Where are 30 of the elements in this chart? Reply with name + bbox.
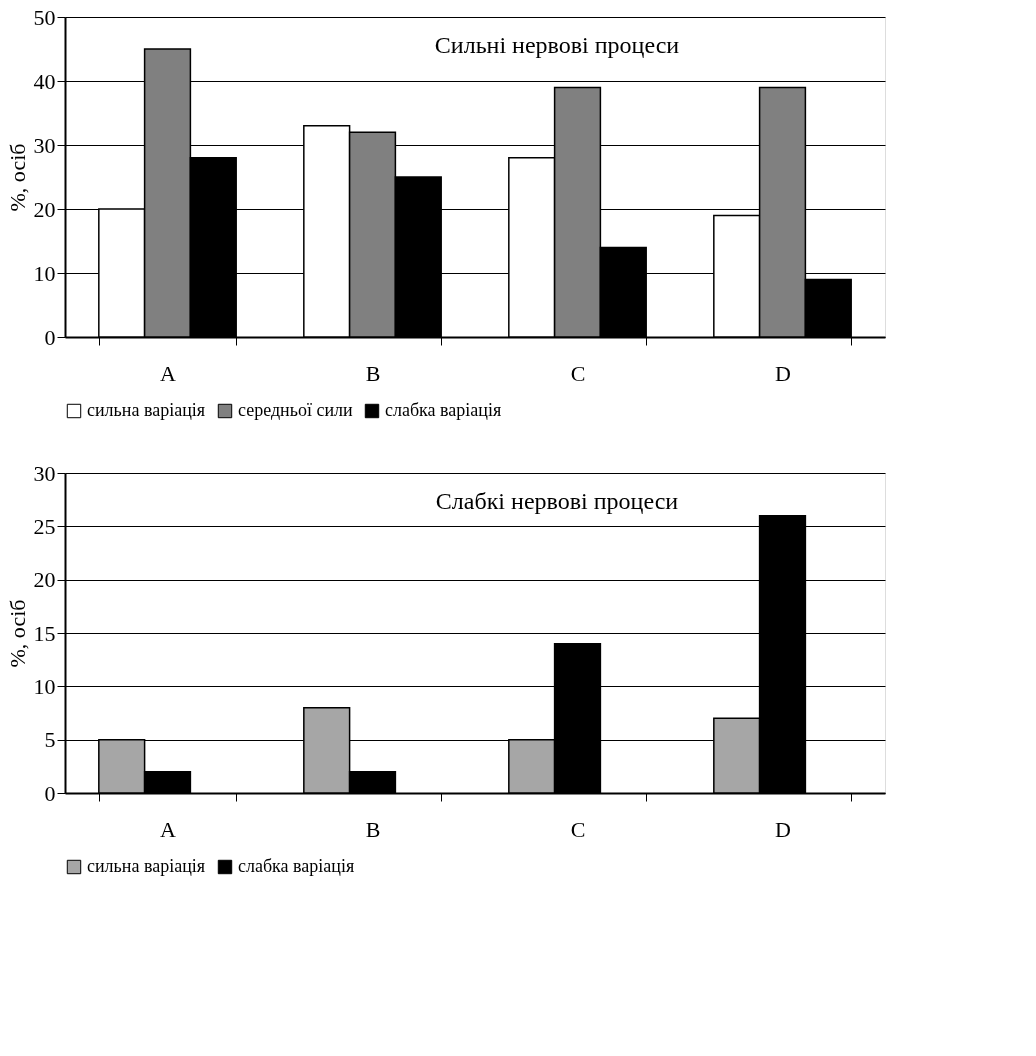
text: Сильні нервові процеси: [434, 31, 680, 58]
y-tick-label: 50: [33, 4, 56, 30]
x-tick-label: A: [160, 816, 177, 842]
y-tick-label: 30: [33, 460, 56, 486]
x-tick-label: C: [570, 360, 586, 386]
legend-label: слабка варіація: [385, 400, 502, 420]
y-tick-label: 0: [44, 780, 56, 806]
y-tick-label: 0: [44, 324, 56, 350]
y-tick-label: 40: [33, 68, 56, 94]
y-axis-title: %, осіб: [4, 143, 30, 212]
y-tick-label: 10: [33, 260, 56, 286]
y-tick-label: 5: [44, 727, 56, 753]
y-tick-label: 25: [33, 513, 56, 539]
text: Слабкі нервові процеси: [435, 487, 679, 514]
x-tick-label: D: [775, 360, 791, 386]
legend-label: сильна варіація: [87, 400, 206, 420]
x-tick-label: A: [160, 360, 177, 386]
y-tick-label: 20: [33, 196, 56, 222]
x-tick-label: B: [365, 816, 381, 842]
y-tick-label: 30: [33, 132, 56, 158]
legend-label: середньої сили: [238, 400, 354, 420]
x-tick-label: D: [775, 816, 791, 842]
y-tick-label: 20: [33, 567, 56, 593]
x-tick-label: B: [365, 360, 381, 386]
y-tick-label: 10: [33, 673, 56, 699]
x-tick-label: C: [570, 816, 586, 842]
y-axis-title: %, осіб: [4, 599, 30, 668]
y-tick-label: 15: [33, 620, 56, 646]
legend-label: слабка варіація: [238, 856, 355, 876]
legend-label: сильна варіація: [87, 856, 206, 876]
